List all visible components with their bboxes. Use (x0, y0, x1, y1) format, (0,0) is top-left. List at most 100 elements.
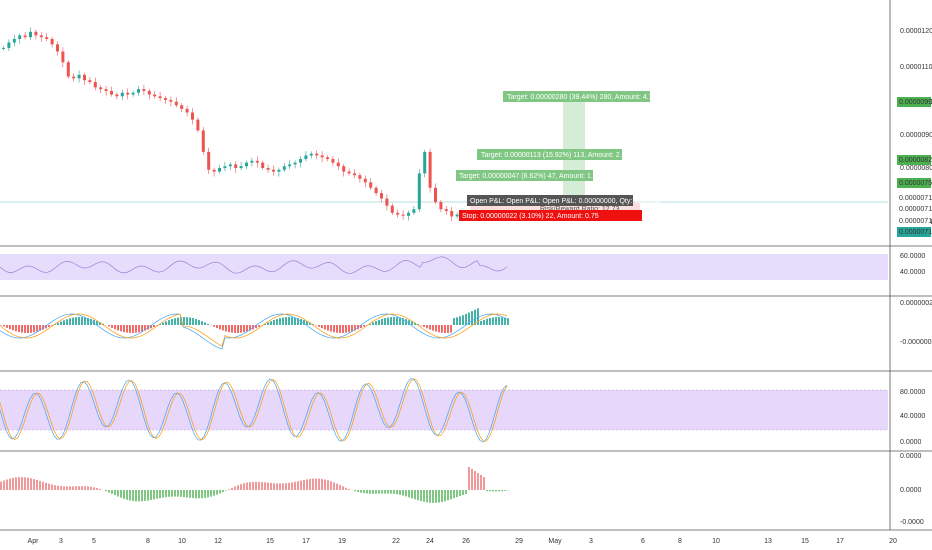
macd-bar (417, 324, 419, 325)
candle (66, 60, 70, 79)
candle (390, 203, 394, 215)
macd-bar (33, 325, 35, 333)
candle (93, 77, 97, 91)
price-tag: 0.00000757 (897, 178, 932, 188)
candle (174, 97, 178, 108)
candle (115, 92, 119, 100)
svg-text:0.00000757: 0.00000757 (899, 180, 932, 187)
momentum-bar (453, 490, 455, 499)
momentum-bar (336, 483, 338, 490)
momentum-bar (129, 490, 131, 501)
momentum-bar (153, 490, 155, 500)
stop-label-text: Stop: 0.00000022 (3.10%) 22, Amount: 0.7… (462, 213, 599, 220)
macd-bar (39, 325, 41, 331)
candle (142, 84, 146, 95)
macd-bar (93, 319, 95, 325)
time-tick-label: 24 (426, 538, 434, 545)
macd-bar (132, 325, 134, 333)
target-label-1[interactable]: Target: 0.00000280 (39.44%) 280, Amount:… (503, 91, 657, 102)
target-label-2[interactable]: Target: 0.00000113 (15.92%) 113, Amount:… (477, 149, 630, 160)
momentum-bar (432, 490, 434, 503)
candle (223, 161, 227, 172)
macd-bar (108, 325, 110, 327)
momentum-bar (462, 490, 464, 495)
momentum-bar (444, 490, 446, 502)
macd-bar (471, 311, 473, 325)
macd-bar (243, 325, 245, 333)
momentum-bar (480, 475, 482, 490)
candle (315, 150, 319, 160)
indicator-tick-label: 0.0000 (900, 439, 922, 446)
momentum-bar (465, 490, 467, 494)
candle (455, 212, 459, 219)
momentum-bar (231, 487, 233, 490)
indicator-tick-label: 0.0000 (900, 487, 922, 494)
momentum-bar (372, 490, 374, 494)
momentum-bar (459, 490, 461, 496)
momentum-bar (138, 490, 140, 502)
macd-bar (0, 325, 2, 326)
open-pnl-label[interactable]: Open P&L: Open P&L: Open P&L: 0.00000000… (467, 195, 661, 206)
macd-bar (249, 325, 251, 331)
candle (439, 199, 443, 213)
candle (120, 89, 124, 101)
time-tick-label: 10 (178, 538, 186, 545)
time-axis: Apr 3 5 8 10 12 15 17 19 22 24 26 29 May 3 6 8 10 13 15 17 20 (28, 538, 897, 545)
indicator-tick-label: 60.0000 (900, 253, 925, 260)
macd-bar (450, 325, 452, 333)
momentum-bar (504, 490, 506, 491)
macd-bar (318, 325, 320, 327)
momentum-bar (198, 490, 200, 499)
macd-bar (6, 325, 8, 328)
momentum-bar (261, 482, 263, 490)
momentum-bar (72, 486, 74, 490)
macd-bar (495, 317, 497, 325)
macd-bar (90, 318, 92, 325)
macd-bar (474, 309, 476, 325)
macd-bar (324, 325, 326, 330)
momentum-bar (57, 485, 59, 490)
macd-bar (42, 325, 44, 330)
momentum-bar (294, 481, 296, 490)
macd-bar (168, 320, 170, 325)
momentum-bar (291, 482, 293, 490)
macd-bar (183, 317, 185, 325)
macd-bar (285, 317, 287, 325)
indicator-tick-label: 0.0000 (900, 453, 922, 460)
momentum-bar (495, 490, 497, 492)
time-tick-label: 12 (214, 538, 222, 545)
momentum-bar (435, 490, 437, 503)
macd-bar (498, 317, 500, 325)
candle (363, 175, 367, 188)
macd-bar (159, 324, 161, 325)
macd-bar (330, 325, 332, 332)
macd-bar (201, 321, 203, 325)
momentum-bar (369, 490, 371, 494)
candle (434, 183, 437, 205)
macd-bar (264, 323, 266, 325)
momentum-bar (366, 490, 368, 494)
time-tick-label: 8 (678, 538, 682, 545)
stop-label[interactable]: Stop: 0.00000022 (3.10%) 22, Amount: 0.7… (459, 210, 642, 221)
macd-bar (378, 319, 380, 325)
momentum-bar (54, 485, 56, 490)
momentum-bar (60, 486, 62, 490)
momentum-bar (45, 482, 47, 490)
momentum-bar (165, 490, 167, 498)
momentum-bar (15, 477, 17, 490)
momentum-bar (375, 490, 377, 494)
momentum-bar (486, 490, 488, 492)
momentum-bar (201, 490, 203, 499)
target-label-3[interactable]: Target: 0.00000047 (6.62%) 47, Amount: 1… (456, 170, 601, 181)
macd-bar (213, 325, 215, 327)
macd-bar (126, 325, 128, 333)
macd-bar (384, 318, 386, 325)
candle (401, 210, 405, 220)
